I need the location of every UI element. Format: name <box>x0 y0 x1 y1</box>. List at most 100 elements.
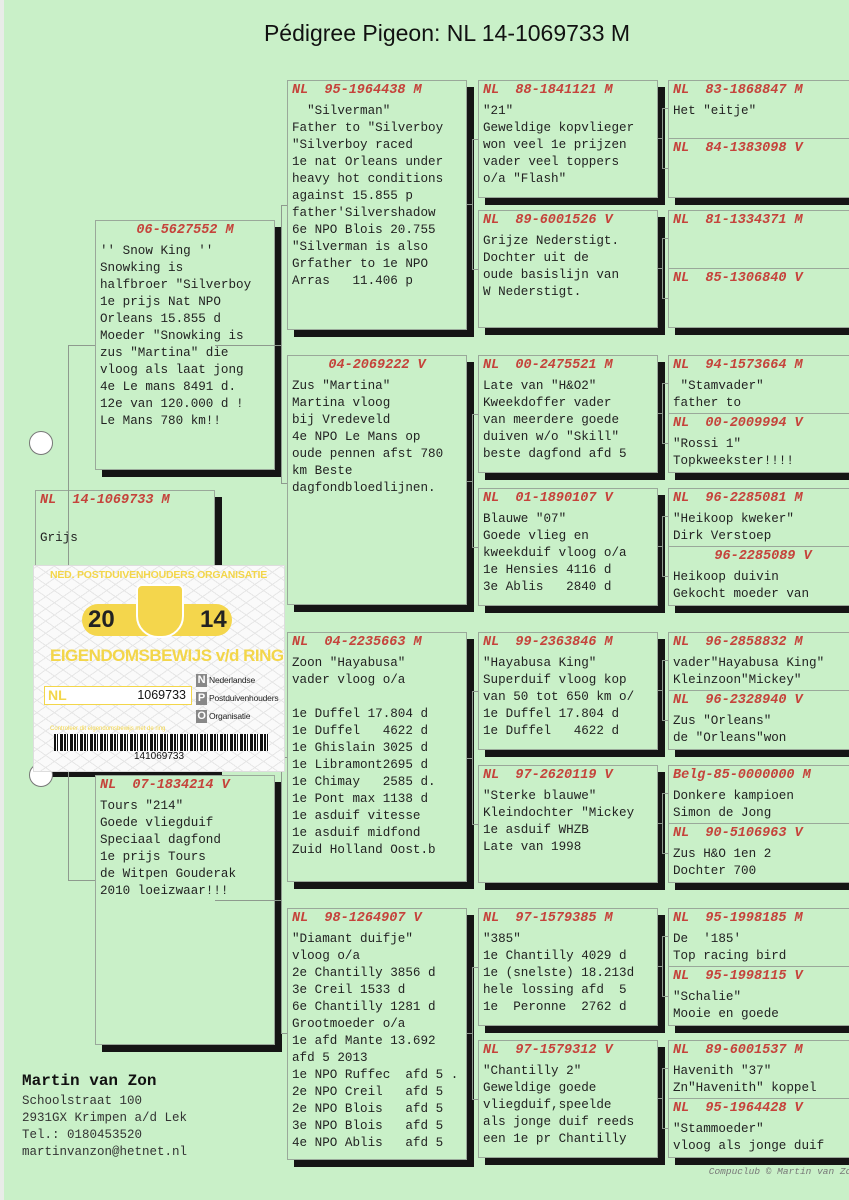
card-country: NL <box>48 687 67 703</box>
pigeon-box-great-grandparent: NL 99-2363846 M "Hayabusa King" Superduif… <box>478 632 658 750</box>
connector-line <box>662 660 663 720</box>
pigeon-box-great-great-grandparents: NL 94-1573664 M "Stamvader" father to NL … <box>668 355 849 473</box>
npo-letter: N <box>196 674 207 687</box>
pigeon-entry: NL 84-1383098 V <box>669 138 849 197</box>
card-year-left: 20 <box>88 606 115 633</box>
pigeon-box-great-great-grandparents: NL 96-2858832 M vader"Hayabusa King" Klei… <box>668 632 849 750</box>
pigeon-notes: Donkere kampioen Simon de Jong <box>673 789 794 820</box>
connector-line <box>281 205 287 206</box>
ring-number: 96-2285089 V <box>714 549 812 564</box>
ring-number: NL 04-2235663 M <box>292 635 422 650</box>
ring-number: NL 00-2475521 M <box>483 358 613 373</box>
connector-line <box>658 690 662 691</box>
npo-line: O Organisatie <box>196 710 250 723</box>
pigeon-box-grandparent: NL 04-2235663 M Zoon "Hayabusa" vader vlo… <box>287 632 467 882</box>
pigeon-notes <box>669 231 849 235</box>
pigeon-box-great-grandparent: NL 97-1579312 V "Chantilly 2" Geweldige g… <box>478 1040 658 1158</box>
pigeon-notes: "385" 1e Chantilly 4029 d 1e (snelste) 1… <box>483 932 635 1014</box>
pigeon-entry: NL 85-1306840 V <box>669 268 849 327</box>
punch-hole <box>29 431 53 455</box>
pigeon-notes: Zus "Orleans" de "Orleans"won <box>673 714 787 745</box>
connector-line <box>662 996 668 997</box>
ring-number: NL 98-1264907 V <box>292 911 422 926</box>
breeder-info: Martin van Zon Schoolstraat 100 2931GX K… <box>22 1072 187 1161</box>
pigeon-notes: Zus H&O 1en 2 Dochter 700 <box>673 847 772 878</box>
pigeon-box-great-great-grandparents: NL 83-1868847 M Het "eitje" NL 84-1383098 … <box>668 80 849 198</box>
connector-line <box>472 691 473 824</box>
pigeon-notes: '' Snow King '' Snowking is halfbroer "S… <box>100 244 252 428</box>
pigeon-notes: Zoon "Hayabusa" vader vloog o/a 1e Duffe… <box>292 656 436 857</box>
pigeon-notes: Grijze Nederstigt. Dochter uit de oude b… <box>483 234 620 299</box>
connector-line <box>472 269 478 270</box>
pigeon-notes: "Stamvader" father to <box>673 379 764 410</box>
connector-line <box>215 900 281 901</box>
connector-line <box>472 414 473 547</box>
pigeon-entry: NL 00-2009994 V "Rossi 1" Topkweekster!!!… <box>669 413 849 472</box>
pigeon-notes: Grijs <box>40 531 78 545</box>
barcode-number: 141069733 <box>134 751 185 762</box>
ring-number: NL 96-2285081 M <box>673 491 803 506</box>
pigeon-box-great-grandparent: NL 97-1579385 M "385" 1e Chantilly 4029 d… <box>478 908 658 1026</box>
pigeon-notes <box>669 159 849 163</box>
pigeon-box-great-grandparent: NL 89-6001526 V Grijze Nederstigt. Dochte… <box>478 210 658 328</box>
ring-number: NL 88-1841121 M <box>483 83 613 98</box>
pigeon-entry: NL 94-1573664 M "Stamvader" father to <box>669 356 849 413</box>
ring-number: NL 89-6001526 V <box>483 213 613 228</box>
connector-line <box>662 443 668 444</box>
pigeon-notes: "Heikoop kweker" Dirk Verstoep <box>673 512 794 543</box>
connector-line <box>658 138 662 139</box>
pigeon-notes: Havenith "37" Zn"Havenith" koppel <box>673 1064 817 1095</box>
pigeon-notes: Late van "H&O2" Kweekdoffer vader van me… <box>483 379 627 461</box>
npo-line: P Postduivenhouders <box>196 692 279 705</box>
pigeon-notes: "21" Geweldige kopvlieger won veel 1e pr… <box>483 104 635 186</box>
connector-line <box>662 168 668 169</box>
connector-line <box>281 483 287 484</box>
connector-line <box>472 691 478 692</box>
card-ring-field: NL 1069733 <box>44 686 192 705</box>
connector-line <box>658 1098 662 1099</box>
pigeon-entry: NL 95-1964428 V "Stammoeder" vloog als jo… <box>669 1098 849 1157</box>
pigeon-box-great-grandparent: NL 00-2475521 M Late van "H&O2" Kweekdoff… <box>478 355 658 473</box>
connector-line <box>472 414 478 415</box>
ring-number: NL 96-2328940 V <box>673 693 803 708</box>
pigeon-entry: NL 89-6001537 M Havenith "37" Zn"Havenith… <box>669 1041 849 1098</box>
connector-line <box>662 720 668 721</box>
card-ring-number: 1069733 <box>137 688 186 702</box>
pigeon-box-great-grandparent: NL 97-2620119 V "Sterke blauwe" Kleindoch… <box>478 765 658 883</box>
connector-line <box>281 757 282 1033</box>
connector-line <box>68 880 95 881</box>
connector-line <box>472 967 473 1099</box>
ring-number: NL 95-1964428 V <box>673 1101 803 1116</box>
connector-line <box>467 757 472 759</box>
connector-line <box>658 268 662 269</box>
pigeon-notes: De '185' Top racing bird <box>673 932 787 963</box>
pigeon-box-grandparent: 04-2069222 V Zus "Martina" Martina vloog … <box>287 355 467 605</box>
ring-number: NL 01-1890107 V <box>483 491 613 506</box>
pigeon-entry: NL 95-1998115 V "Schalie" Mooie en goede <box>669 966 849 1025</box>
connector-line <box>662 383 668 384</box>
connector-line <box>658 823 662 824</box>
pigeon-notes: "Silverman" Father to "Silverboy "Silver… <box>292 104 444 288</box>
connector-line <box>662 660 668 661</box>
pigeon-entry: 96-2285089 V Heikoop duivin Gekocht moede… <box>669 546 849 605</box>
ring-number: NL 96-2858832 M <box>673 635 803 650</box>
breeder-email[interactable]: martinvanzon@hetnet.nl <box>22 1145 188 1159</box>
connector-line <box>281 1033 287 1034</box>
barcode <box>54 734 269 751</box>
connector-line <box>472 547 478 548</box>
connector-line <box>281 205 282 483</box>
ring-number: NL 95-1964438 M <box>292 83 422 98</box>
pigeon-box-great-great-grandparents: NL 95-1998185 M De '185' Top racing bird N… <box>668 908 849 1026</box>
npo-text: Nederlandse <box>209 674 255 685</box>
pigeon-box-parent: 06-5627552 M '' Snow King '' Snowking is … <box>95 220 275 470</box>
ring-number: NL 85-1306840 V <box>673 271 803 286</box>
pigeon-box-great-great-grandparents: Belg-85-0000000 M Donkere kampioen Simon … <box>668 765 849 883</box>
pigeon-notes: "Diamant duifje" vloog o/a 2e Chantilly … <box>292 932 459 1150</box>
ring-number: NL 81-1334371 M <box>673 213 803 228</box>
connector-line <box>472 139 478 140</box>
connector-line <box>662 853 668 854</box>
card-fine-print: Controleer dit eigendomsbewijs met de ri… <box>50 726 166 732</box>
connector-line <box>662 108 668 109</box>
footer-credit: Compuclub © Martin van Zon <box>708 1166 849 1177</box>
connector-line <box>662 516 663 576</box>
